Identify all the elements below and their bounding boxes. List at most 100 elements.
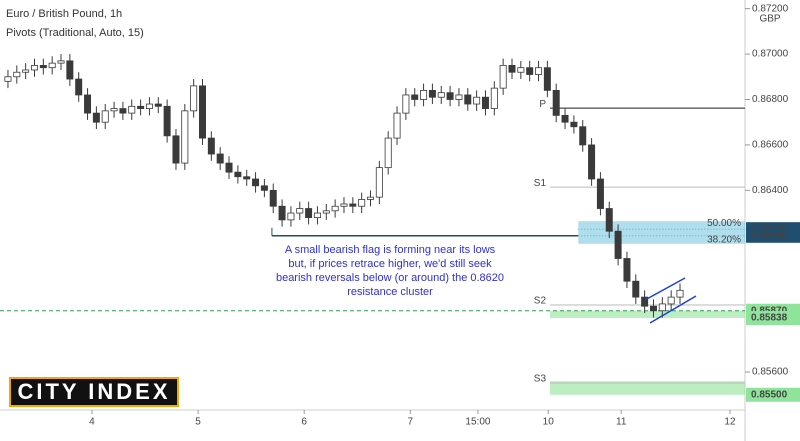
candle-body: [596, 178, 604, 209]
price-label: 0.85500: [751, 389, 788, 400]
candle-body: [92, 112, 100, 123]
candle-body: [667, 296, 675, 305]
candle-body: [260, 185, 268, 191]
candle-body: [676, 289, 684, 298]
annotation: bearish reversals below (or around) the …: [276, 272, 504, 284]
currency: GBP: [759, 14, 780, 25]
candle-body: [172, 135, 180, 164]
candle-body: [181, 110, 189, 164]
candle-body: [464, 94, 472, 105]
candle-body: [225, 162, 233, 173]
pivot-label: S3: [534, 374, 547, 385]
flag-lower: [649, 295, 697, 324]
candle-body: [163, 105, 171, 137]
candle-body: [526, 67, 534, 75]
candle-body: [420, 90, 428, 100]
candle-body: [269, 189, 277, 207]
candle-body: [128, 105, 136, 114]
candle-body: [30, 65, 38, 71]
y-tick-label: 0.85600: [752, 367, 789, 378]
candle-body: [641, 296, 649, 307]
candle-body: [13, 71, 21, 78]
candle-body: [39, 65, 47, 69]
x-tick-label: 6: [301, 417, 307, 428]
candle-body: [22, 69, 30, 73]
x-tick-label: 5: [195, 417, 201, 428]
candle-body: [207, 137, 215, 155]
candle-body: [4, 76, 12, 82]
candle-body: [384, 137, 392, 169]
annotation: resistance cluster: [347, 286, 433, 298]
candle-body: [331, 205, 339, 212]
y-tick-label: 0.87000: [752, 49, 789, 60]
candle-body: [75, 78, 83, 96]
candle-body: [393, 112, 401, 139]
pivot-label: P: [539, 99, 546, 110]
candle-body: [137, 105, 145, 109]
candle-body: [322, 210, 330, 214]
candle-body: [517, 67, 525, 73]
y-tick-label: 0.86600: [752, 140, 789, 151]
y-tick-label: 0.87200: [752, 3, 789, 14]
candle-body: [48, 62, 56, 69]
support-zone: [550, 310, 745, 319]
candle-body: [199, 85, 206, 139]
logo: CITY INDEX: [17, 379, 170, 404]
candle-body: [455, 94, 463, 100]
candle-body: [552, 90, 560, 116]
candle-body: [358, 199, 366, 207]
x-tick-label: 10: [543, 417, 555, 428]
fib-label: 38.20%: [707, 234, 741, 245]
candle-body: [305, 208, 313, 219]
x-tick-label: 4: [89, 417, 95, 428]
candle-body: [154, 103, 162, 107]
candle-body: [490, 87, 498, 109]
x-tick-label: 11: [616, 417, 627, 428]
candle-body: [367, 196, 375, 200]
candle-body: [570, 121, 578, 128]
candle-body: [446, 92, 454, 100]
price-label-box: [746, 311, 800, 326]
y-tick-label: 0.86400: [752, 185, 789, 196]
y-tick-label: 0.86800: [752, 94, 789, 105]
candle-body: [614, 230, 622, 259]
candle-body: [499, 65, 507, 89]
candle-body: [473, 96, 481, 105]
chart-title: Euro / British Pound, 1h: [6, 8, 122, 20]
candle-body: [658, 303, 666, 312]
chart-subtitle: Pivots (Traditional, Auto, 15): [6, 27, 144, 39]
candle-body: [375, 167, 383, 198]
candle-body: [535, 67, 543, 75]
candle-body: [190, 85, 198, 112]
candle-body: [296, 208, 304, 214]
pivot-label: S1: [534, 178, 547, 189]
x-tick-label: 12: [724, 417, 736, 428]
price-label: 0.85838: [751, 313, 788, 324]
candle-body: [110, 108, 118, 112]
price-label: 0.86200: [751, 230, 788, 241]
candle-body: [508, 65, 516, 73]
candle-body: [287, 212, 295, 221]
candle-body: [216, 153, 224, 164]
plot-area: 50.00% 38.20% P S1 S2 S3: [0, 8, 750, 414]
candle-body: [649, 305, 657, 312]
pivot-label: S2: [534, 296, 547, 307]
candle-body: [402, 94, 410, 114]
candle-body: [623, 258, 631, 282]
flag-upper: [644, 277, 686, 301]
support-zone: [550, 381, 745, 395]
candle-body: [84, 94, 92, 114]
fib-label: 50.00%: [707, 218, 741, 229]
candle-body: [145, 103, 153, 109]
x-tick-label: 15:00: [465, 417, 490, 428]
annotation: but, if prices retrace higher, we'd stil…: [288, 258, 492, 270]
candle-body: [543, 67, 551, 91]
candle-body: [340, 203, 348, 207]
candle-body: [66, 60, 74, 80]
candle-body: [119, 108, 127, 114]
candle-body: [411, 94, 419, 100]
annotation: A small bearish flag is forming near its…: [285, 244, 496, 256]
